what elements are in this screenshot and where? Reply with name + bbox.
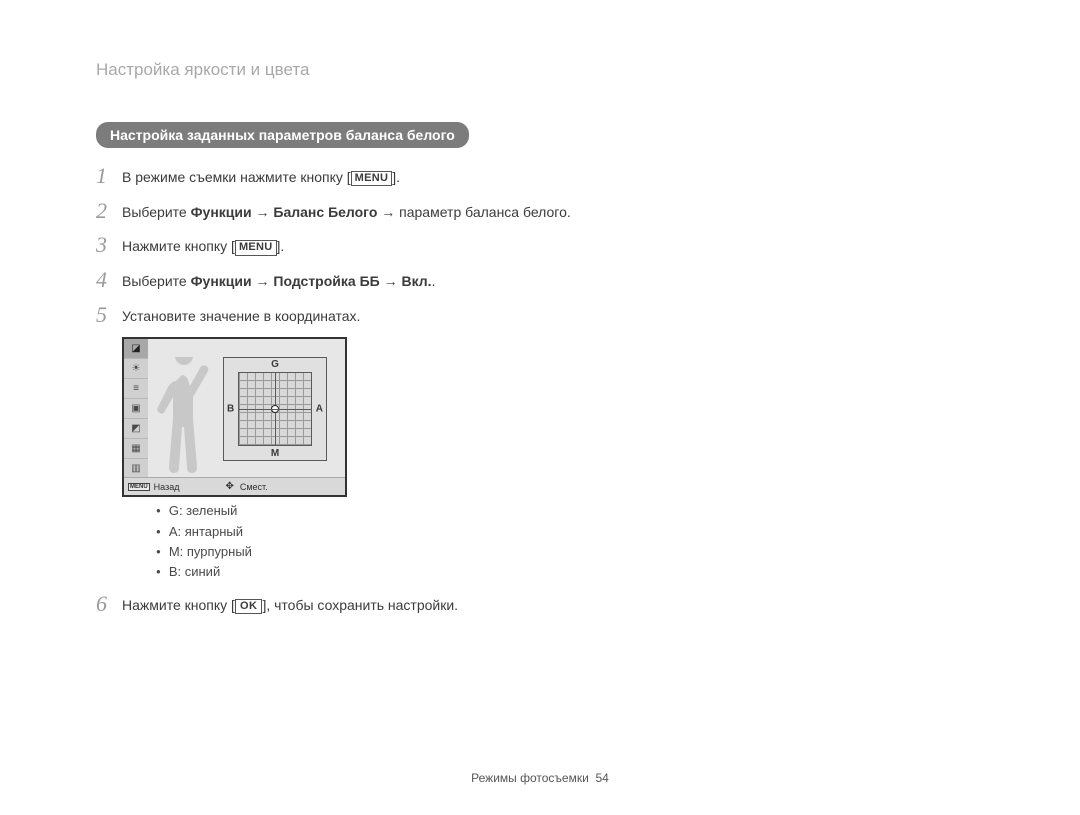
color-legend: G: зеленый A: янтарный M: пурпурный B: с… [156,501,1080,582]
axis-label-m: M [271,448,279,459]
step-body: В режиме съемки нажмите кнопку [MENU]. [122,164,400,189]
step-bold: Подстройка ББ [273,273,379,289]
step-5: 5 Установите значение в координатах. [96,303,596,328]
steps-list: 1 В режиме съемки нажмите кнопку [MENU].… [96,164,596,327]
step-body: Выберите Функции → Подстройка ББ → Вкл.. [122,268,435,293]
side-icon: ☀ [124,359,148,379]
step-text: ]. [392,169,400,185]
wb-cursor-icon [271,405,279,413]
step-body: Нажмите кнопку [MENU]. [122,233,284,258]
step-6: 6 Нажмите кнопку [OK], чтобы сохранить н… [96,592,596,617]
menu-label-icon: MENU [235,240,277,255]
step-number: 5 [96,303,122,327]
step-3: 3 Нажмите кнопку [MENU]. [96,233,596,258]
footer-section: Режимы фотосъемки [471,771,589,785]
menu-tag-icon: MENU [128,483,150,491]
step-body: Выберите Функции → Баланс Белого → парам… [122,199,571,224]
section-pill: Настройка заданных параметров баланса бе… [96,122,469,148]
page-number: 54 [595,771,608,785]
wb-inner-grid [238,372,312,446]
step-body: Установите значение в координатах. [122,303,360,328]
camera-screen-figure: ◪ ☀ ≡ ▣ ◩ ▦ ▥ G M B A [122,337,1080,582]
step-bold: Функции [191,204,252,220]
side-icon: ▥ [124,459,148,478]
side-icon: ▣ [124,399,148,419]
step-bold: Вкл. [401,273,431,289]
page-footer: Режимы фотосъемки 54 [0,771,1080,785]
step-number: 3 [96,233,122,257]
axis-label-g: G [271,359,279,370]
step-body: Нажмите кнопку [OK], чтобы сохранить нас… [122,592,458,617]
step-number: 4 [96,268,122,292]
step-number: 2 [96,199,122,223]
axis-label-b: B [227,404,234,415]
step-bold: Функции [191,273,252,289]
camera-screen: ◪ ☀ ≡ ▣ ◩ ▦ ▥ G M B A [122,337,347,497]
step-1: 1 В режиме съемки нажмите кнопку [MENU]. [96,164,596,189]
child-silhouette-icon [154,357,214,477]
side-icon: ≡ [124,379,148,399]
legend-item: M: пурпурный [156,542,1080,562]
step-text: . [432,273,436,289]
step-4: 4 Выберите Функции → Подстройка ББ → Вкл… [96,268,596,293]
step-text: Нажмите кнопку [ [122,597,235,613]
arrow-icon: → [256,273,270,289]
arrow-icon: → [381,204,395,220]
step-text: параметр баланса белого. [395,204,570,220]
arrow-icon: → [256,204,270,220]
legend-item: G: зеленый [156,501,1080,521]
side-icon: ◩ [124,419,148,439]
step-text: ]. [277,238,285,254]
camera-side-icons: ◪ ☀ ≡ ▣ ◩ ▦ ▥ [124,339,148,477]
menu-label-icon: MENU [351,171,393,186]
move-label: Смест. [240,482,268,492]
step-number: 1 [96,164,122,188]
axis-label-a: A [316,404,323,415]
ok-label-icon: OK [235,599,263,614]
step-text: ], чтобы сохранить настройки. [262,597,458,613]
camera-bottom-bar: MENU Назад ✥ Смест. [124,477,345,495]
step-bold: Баланс Белого [273,204,377,220]
steps-list-continued: 6 Нажмите кнопку [OK], чтобы сохранить н… [96,592,596,617]
dpad-icon: ✥ [223,481,235,492]
step-number: 6 [96,592,122,616]
back-label: Назад [154,482,180,492]
legend-item: A: янтарный [156,522,1080,542]
arrow-icon: → [384,273,398,289]
side-icon: ▦ [124,439,148,459]
legend-item: B: синий [156,562,1080,582]
page-header-title: Настройка яркости и цвета [96,60,1080,80]
step-text: Нажмите кнопку [ [122,238,235,254]
step-text: В режиме съемки нажмите кнопку [ [122,169,351,185]
side-icon: ◪ [124,339,148,359]
step-text: Выберите [122,273,191,289]
wb-adjust-grid: G M B A [223,357,327,461]
step-2: 2 Выберите Функции → Баланс Белого → пар… [96,199,596,224]
step-text: Выберите [122,204,191,220]
